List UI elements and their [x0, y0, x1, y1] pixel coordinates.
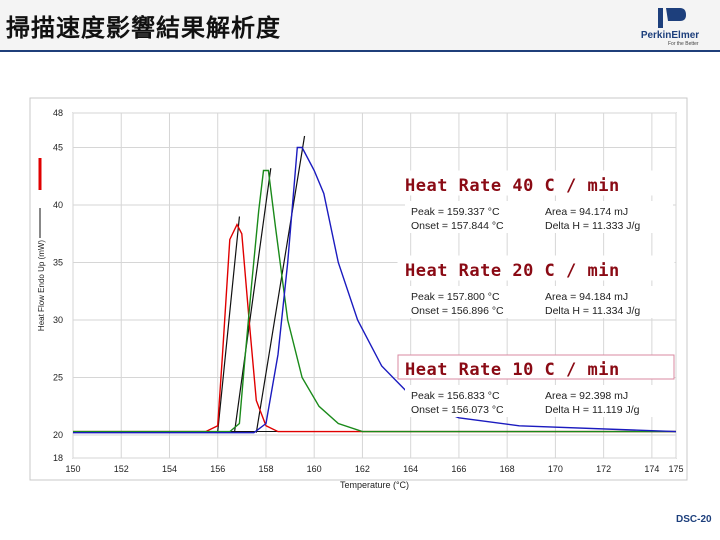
- annotation-onset: Onset = 157.844 °C: [411, 220, 504, 232]
- annotation-area: Area = 92.398 mJ: [545, 390, 628, 402]
- annotation-title: Heat Rate 10 C / min: [405, 360, 620, 380]
- logo-tagline: For the Better: [668, 41, 699, 47]
- onset-tangent-line: [255, 135, 306, 433]
- x-tick-label: 154: [162, 464, 177, 474]
- annotation-onset: Onset = 156.896 °C: [411, 305, 504, 317]
- x-tick-label: 174: [644, 464, 659, 474]
- perkinelmer-logo: PerkinElmer For the Better: [628, 4, 712, 48]
- x-tick-label: 170: [548, 464, 563, 474]
- annotation-delta: Delta H = 11.119 J/g: [545, 404, 640, 416]
- x-tick-label: 172: [596, 464, 611, 474]
- annotation-title: Heat Rate 20 C / min: [405, 261, 620, 281]
- x-tick-label: 175: [668, 464, 683, 474]
- plot-frame: [29, 97, 688, 481]
- annotation-title-box: [397, 255, 675, 281]
- page-title: 掃描速度影響結果解析度: [6, 14, 281, 42]
- annotation-title-box: [397, 170, 675, 196]
- annotation-values-box: [405, 385, 673, 417]
- onset-tangent-line: [217, 216, 241, 432]
- slide-header: 掃描速度影響結果解析度 PerkinElmer For the Better: [0, 0, 720, 50]
- x-tick-label: 166: [451, 464, 466, 474]
- y-tick-label: 18: [53, 453, 63, 463]
- y-tick-label: 48: [53, 108, 63, 118]
- y-tick-label: 30: [53, 315, 63, 325]
- annotation-area: Area = 94.174 mJ: [545, 206, 628, 218]
- annotation-area: Area = 94.184 mJ: [545, 291, 628, 303]
- annotation-onset: Onset = 156.073 °C: [411, 404, 504, 416]
- y-tick-label: 35: [53, 258, 63, 268]
- x-tick-label: 156: [210, 464, 225, 474]
- annotation-delta: Delta H = 11.334 J/g: [545, 305, 640, 317]
- header-divider: [0, 50, 720, 52]
- x-tick-label: 160: [307, 464, 322, 474]
- y-axis-label: Heat Flow Endo Up (mW): [37, 240, 46, 331]
- x-tick-label: 164: [403, 464, 418, 474]
- x-tick-label: 162: [355, 464, 370, 474]
- perkinelmer-logo-icon: [658, 8, 686, 28]
- annotation-values-box: [405, 201, 673, 233]
- y-tick-label: 45: [53, 143, 63, 153]
- annotation-peak: Peak = 157.800 °C: [411, 291, 500, 303]
- slide-number: DSC-20: [676, 514, 712, 525]
- onset-tangent-line: [234, 168, 272, 432]
- annotation-values-box: [405, 286, 673, 318]
- y-tick-label: 25: [53, 373, 63, 383]
- x-tick-label: 168: [500, 464, 515, 474]
- x-tick-label: 152: [114, 464, 129, 474]
- y-tick-label: 20: [53, 430, 63, 440]
- annotation-title: Heat Rate 40 C / min: [405, 176, 620, 196]
- annotation-peak: Peak = 159.337 °C: [411, 206, 500, 218]
- annotation-title-box: [397, 354, 675, 380]
- x-tick-label: 158: [258, 464, 273, 474]
- series-line-g20: [73, 169, 676, 433]
- x-tick-label: 150: [65, 464, 80, 474]
- series-line-r10: [73, 223, 676, 433]
- annotation-peak: Peak = 156.833 °C: [411, 390, 500, 402]
- x-axis-label: Temperature (°C): [340, 480, 409, 490]
- annotation-delta: Delta H = 11.333 J/g: [545, 220, 640, 232]
- y-tick-label: 40: [53, 200, 63, 210]
- logo-text: PerkinElmer: [640, 30, 700, 41]
